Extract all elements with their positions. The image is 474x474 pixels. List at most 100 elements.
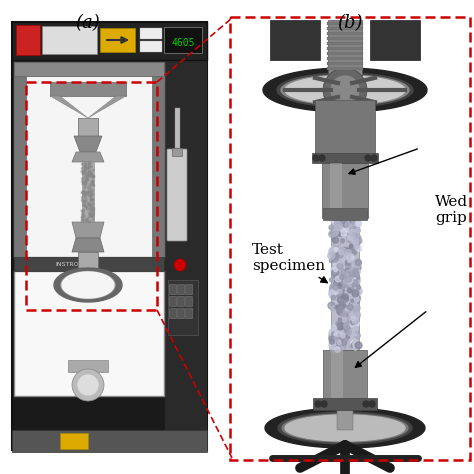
Circle shape <box>344 337 348 342</box>
Circle shape <box>333 287 339 292</box>
FancyBboxPatch shape <box>140 28 162 39</box>
Circle shape <box>352 238 358 245</box>
FancyBboxPatch shape <box>185 284 192 294</box>
Circle shape <box>85 219 87 221</box>
Circle shape <box>335 346 340 351</box>
Circle shape <box>335 310 340 316</box>
Circle shape <box>91 194 93 196</box>
Circle shape <box>330 218 335 223</box>
Circle shape <box>355 321 359 326</box>
Text: (a): (a) <box>76 14 100 32</box>
FancyBboxPatch shape <box>185 297 192 307</box>
Circle shape <box>353 341 359 347</box>
FancyBboxPatch shape <box>313 398 377 410</box>
Circle shape <box>351 340 357 346</box>
Circle shape <box>341 334 345 338</box>
Circle shape <box>338 304 345 311</box>
Circle shape <box>333 269 337 272</box>
Circle shape <box>329 287 336 294</box>
Circle shape <box>335 276 341 282</box>
Circle shape <box>353 278 356 282</box>
Circle shape <box>335 226 338 228</box>
Polygon shape <box>277 73 413 107</box>
Circle shape <box>333 338 337 342</box>
Circle shape <box>351 342 357 348</box>
Circle shape <box>337 341 341 345</box>
Circle shape <box>92 203 94 205</box>
Circle shape <box>89 213 91 215</box>
Circle shape <box>340 248 346 254</box>
Circle shape <box>89 207 91 209</box>
Circle shape <box>356 344 360 347</box>
Circle shape <box>345 276 352 283</box>
Circle shape <box>346 264 351 270</box>
Circle shape <box>352 272 358 278</box>
Circle shape <box>86 206 88 209</box>
Circle shape <box>88 216 90 219</box>
Circle shape <box>345 222 350 228</box>
Circle shape <box>349 281 354 286</box>
Circle shape <box>328 290 335 296</box>
Circle shape <box>92 176 94 178</box>
Circle shape <box>331 306 336 310</box>
Circle shape <box>356 222 361 227</box>
Circle shape <box>330 247 337 253</box>
Circle shape <box>331 346 336 350</box>
FancyBboxPatch shape <box>82 162 94 222</box>
Circle shape <box>346 331 349 334</box>
FancyBboxPatch shape <box>78 252 98 270</box>
Circle shape <box>355 342 362 349</box>
Circle shape <box>82 213 84 215</box>
Circle shape <box>85 168 87 170</box>
Circle shape <box>92 210 95 211</box>
Circle shape <box>90 209 91 211</box>
Circle shape <box>356 288 362 295</box>
Circle shape <box>84 201 86 202</box>
Circle shape <box>85 172 87 174</box>
Circle shape <box>341 314 345 317</box>
Circle shape <box>351 232 357 238</box>
Circle shape <box>342 293 348 300</box>
Circle shape <box>340 310 346 317</box>
Circle shape <box>329 292 334 298</box>
Circle shape <box>343 319 349 325</box>
Circle shape <box>319 155 325 161</box>
Circle shape <box>89 172 91 173</box>
Polygon shape <box>88 96 126 118</box>
Circle shape <box>346 284 350 288</box>
Circle shape <box>82 191 84 193</box>
Circle shape <box>342 295 348 302</box>
Circle shape <box>352 232 356 236</box>
Circle shape <box>86 179 88 181</box>
Circle shape <box>89 184 91 186</box>
Circle shape <box>346 270 351 274</box>
Circle shape <box>342 306 348 312</box>
Circle shape <box>329 258 334 263</box>
Polygon shape <box>281 75 409 105</box>
Circle shape <box>337 322 344 329</box>
Polygon shape <box>265 408 425 448</box>
Circle shape <box>82 215 84 217</box>
Circle shape <box>350 281 356 286</box>
FancyBboxPatch shape <box>177 297 184 307</box>
Circle shape <box>329 346 336 352</box>
Circle shape <box>356 220 361 226</box>
Circle shape <box>335 346 340 352</box>
Circle shape <box>354 298 357 301</box>
Circle shape <box>92 214 94 216</box>
Circle shape <box>343 221 348 227</box>
Circle shape <box>351 221 355 225</box>
Circle shape <box>344 323 349 328</box>
Polygon shape <box>72 152 104 162</box>
Circle shape <box>337 297 344 303</box>
FancyBboxPatch shape <box>322 163 368 218</box>
Circle shape <box>93 184 95 187</box>
Circle shape <box>86 219 88 221</box>
Circle shape <box>334 321 337 325</box>
Circle shape <box>82 178 83 180</box>
Circle shape <box>85 167 87 169</box>
Circle shape <box>347 259 351 263</box>
Circle shape <box>90 197 92 199</box>
Circle shape <box>347 309 350 312</box>
Circle shape <box>347 304 353 310</box>
